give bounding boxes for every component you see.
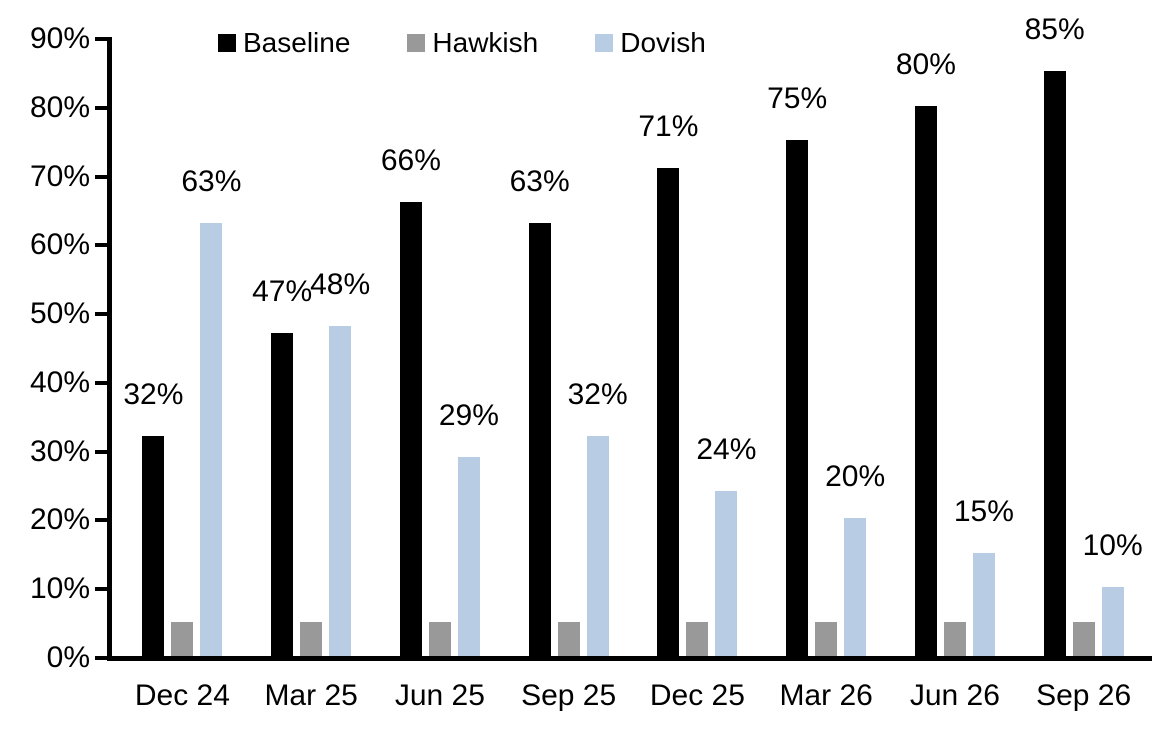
y-tick-label: 40% [29, 365, 90, 399]
y-tick-label: 80% [29, 90, 90, 124]
data-label: 63% [181, 165, 242, 198]
y-tick-label: 60% [29, 228, 90, 262]
bar-hawkish [686, 622, 709, 656]
data-label: 80% [895, 48, 956, 81]
bar-baseline: 47% [252, 277, 312, 656]
x-tick-label: Dec 25 [649, 679, 745, 712]
bar-hawkish [1072, 622, 1095, 656]
data-label: 85% [1024, 13, 1085, 46]
dovish-swatch-icon [595, 34, 614, 52]
hawkish-swatch-icon [407, 34, 426, 52]
y-tick [95, 105, 112, 110]
x-axis-line [107, 656, 1152, 661]
bar-baseline: 71% [638, 112, 698, 656]
y-axis-line [107, 37, 112, 661]
bar-group: 71% 24% [633, 36, 762, 656]
data-label: 29% [438, 399, 499, 432]
data-label: 63% [509, 165, 570, 198]
legend-item-dovish: Dovish [595, 28, 706, 58]
y-tick-label: 30% [29, 434, 90, 468]
y-tick [95, 36, 112, 41]
data-label: 10% [1082, 529, 1143, 562]
data-label: 20% [825, 460, 886, 493]
bar-baseline: 63% [510, 167, 570, 656]
bar-group: 80% 15% [891, 36, 1020, 656]
x-tick-label: Sep 25 [521, 679, 617, 712]
bar-dovish: 48% [310, 270, 370, 656]
bar-dovish: 63% [181, 167, 241, 656]
bar-group: 63% 32% [504, 36, 633, 656]
bar-group: 75% 20% [762, 36, 891, 656]
y-tick-label: 70% [29, 159, 90, 193]
x-tick-label: Mar 25 [264, 679, 358, 712]
bar-hawkish [428, 622, 451, 656]
data-label: 24% [696, 433, 757, 466]
bar-dovish: 10% [1083, 531, 1143, 656]
y-tick-label: 0% [46, 641, 90, 674]
bar-group: 47% 48% [247, 36, 376, 656]
legend-label-dovish: Dovish [620, 27, 706, 58]
bar-group: 32% 63% [118, 36, 247, 656]
legend: Baseline Hawkish Dovish [218, 28, 706, 58]
y-tick [95, 174, 112, 179]
y-tick [95, 518, 112, 523]
y-tick [95, 243, 112, 248]
y-tick-label: 50% [29, 297, 90, 331]
x-tick-label: Jun 25 [394, 679, 485, 712]
y-tick [95, 449, 112, 454]
data-label: 32% [567, 378, 628, 411]
bar-dovish: 32% [568, 380, 628, 656]
bar-dovish: 29% [439, 401, 499, 656]
x-axis-labels: Dec 24 Mar 25 Jun 25 Sep 25 Dec 25 Mar 26 Jun … [118, 680, 1148, 712]
data-label: 48% [310, 268, 371, 301]
bar-baseline: 80% [896, 50, 956, 656]
y-tick [95, 656, 112, 660]
bar-baseline: 32% [123, 380, 183, 656]
x-tick-label: Dec 24 [134, 679, 230, 712]
bar-baseline: 66% [381, 146, 441, 656]
y-tick [95, 312, 112, 317]
bar-hawkish [815, 622, 838, 656]
legend-label-hawkish: Hawkish [432, 27, 539, 58]
y-tick-label: 10% [29, 572, 90, 606]
bar-hawkish [300, 622, 323, 656]
y-tick [95, 380, 112, 385]
bar-hawkish [943, 622, 966, 656]
bar-hawkish [171, 622, 194, 656]
bar-dovish: 20% [825, 462, 885, 656]
y-tick-label: 20% [29, 503, 90, 537]
legend-item-hawkish: Hawkish [407, 28, 538, 58]
bar-dovish: 15% [954, 497, 1014, 656]
y-tick-label: 90% [29, 21, 90, 55]
bar-baseline: 75% [767, 84, 827, 656]
bar-hawkish [557, 622, 580, 656]
data-label: 66% [380, 144, 441, 177]
data-label: 15% [953, 495, 1014, 528]
x-tick-label: Jun 26 [909, 679, 1000, 712]
bar-group: 85% 10% [1019, 15, 1148, 656]
data-label: 32% [123, 378, 184, 411]
bar-groups: 32% 63% 47% 48% 66% 29% 63% 32% 71% 24% 75% 20% 80% 1… [118, 15, 1148, 656]
x-tick-label: Mar 26 [779, 679, 873, 712]
x-tick-label: Sep 26 [1036, 679, 1132, 712]
bar-baseline: 85% [1025, 15, 1085, 656]
legend-label-baseline: Baseline [243, 27, 351, 58]
y-tick [95, 587, 112, 592]
bar-group: 66% 29% [376, 36, 505, 656]
data-label: 71% [638, 110, 699, 143]
legend-item-baseline: Baseline [218, 28, 350, 58]
baseline-swatch-icon [218, 34, 236, 52]
bar-dovish: 24% [696, 435, 756, 656]
data-label: 75% [767, 82, 828, 115]
data-label: 47% [252, 275, 313, 308]
